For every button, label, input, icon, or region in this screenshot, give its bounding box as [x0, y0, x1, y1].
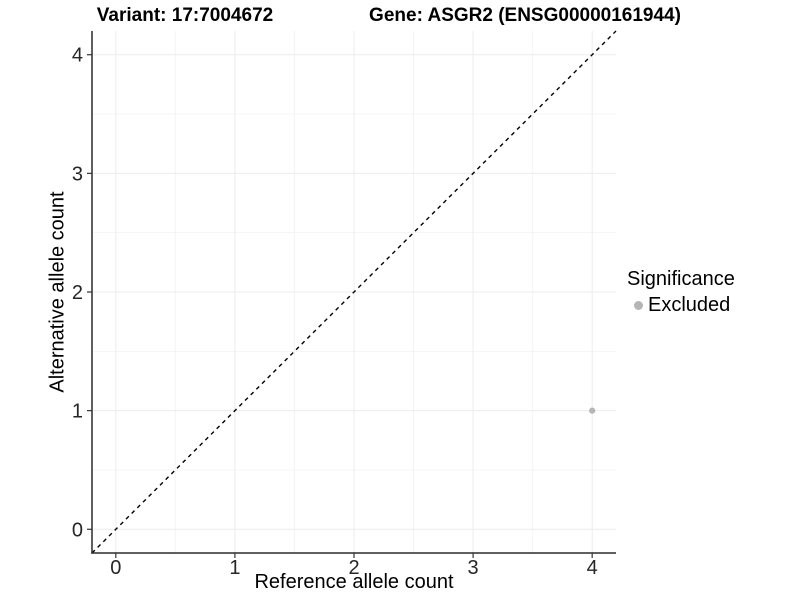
legend-items: Excluded [627, 294, 735, 317]
plot-title-variant: Variant: 17:7004672 [96, 5, 274, 26]
y-tick-label: 4 [72, 45, 83, 67]
x-tick-label: 2 [348, 557, 359, 579]
y-tick-label: 3 [72, 163, 83, 185]
data-point [589, 407, 596, 414]
x-tick-label: 3 [468, 557, 479, 579]
identity-dashed-line [91, 30, 617, 554]
x-tick-label: 4 [587, 557, 598, 579]
y-tick-label: 0 [72, 519, 83, 541]
plot-title-gene: Gene: ASGR2 (ENSG00000161944) [369, 5, 681, 26]
legend-title: Significance [627, 268, 735, 290]
legend-key-dot-icon [634, 301, 643, 310]
legend-item-label: Excluded [648, 294, 731, 316]
legend: Significance Excluded [627, 268, 735, 317]
y-axis-title: Alternative allele count [46, 191, 69, 393]
y-tick-label: 1 [72, 401, 83, 423]
y-tick-label: 2 [72, 282, 83, 304]
legend-item: Excluded [627, 294, 735, 317]
x-tick-label: 1 [229, 557, 240, 579]
x-tick-label: 0 [110, 557, 121, 579]
x-axis-title: Reference allele count [254, 571, 454, 593]
